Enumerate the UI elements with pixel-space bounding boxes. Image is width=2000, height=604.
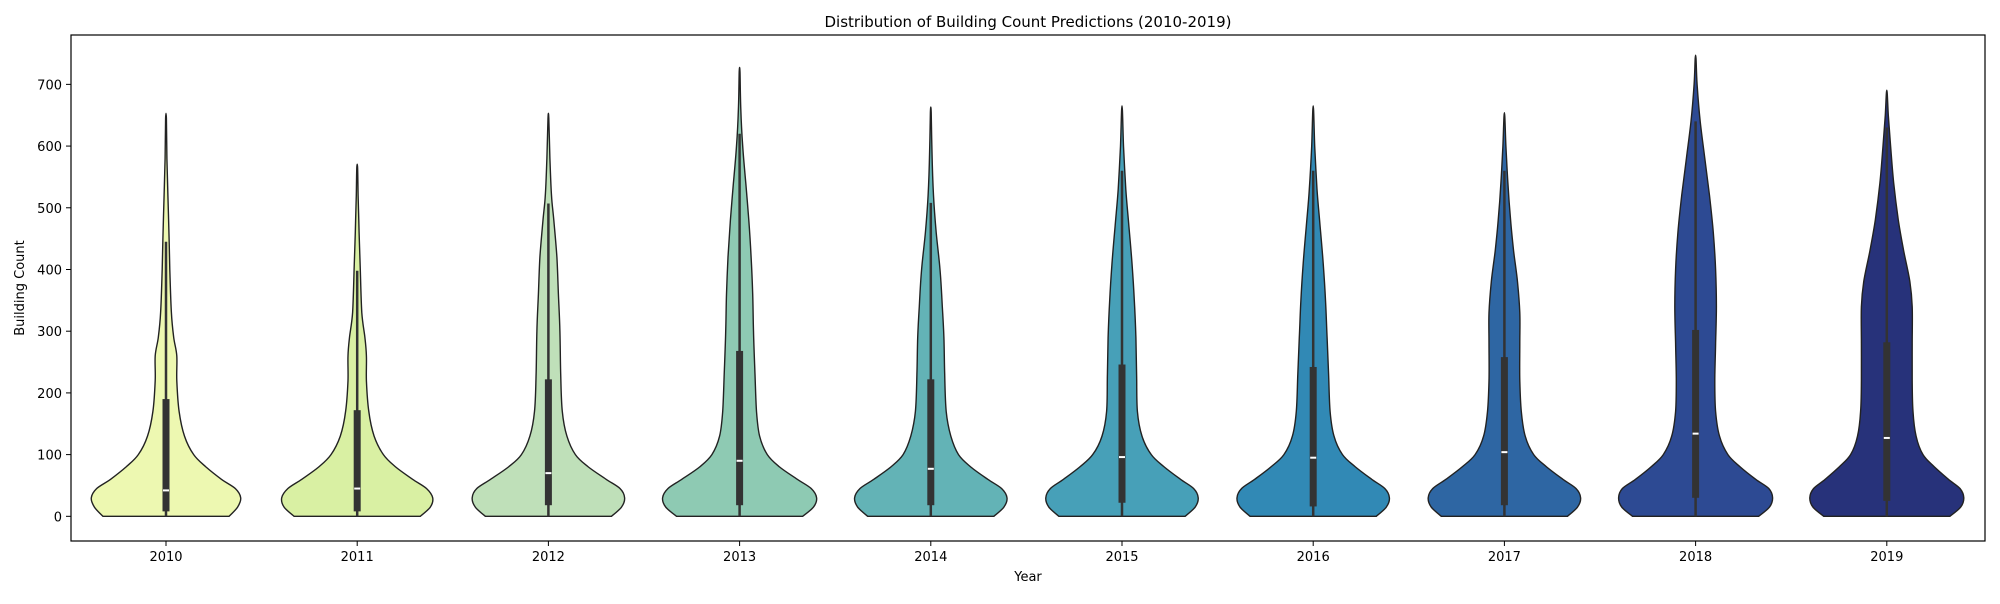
violin-iqr-box: [1692, 329, 1700, 498]
x-axis-label: Year: [1013, 570, 1042, 585]
x-tick-label: 2015: [1105, 550, 1138, 565]
x-tick-label: 2014: [914, 550, 947, 565]
chart-title: Distribution of Building Count Predictio…: [825, 13, 1232, 31]
violin-iqr-box: [353, 410, 361, 512]
violin-iqr-box: [1883, 342, 1891, 501]
violin-iqr-box: [1500, 357, 1508, 506]
violin-2019: [1809, 89, 1965, 517]
axis-layer: 0 100 200 300 400 500 600 700 2010 2011 2012 2013 20…: [37, 78, 1903, 565]
violin-iqr-box: [1309, 366, 1317, 507]
y-axis-label: Building Count: [13, 240, 28, 335]
y-tick-label: 500: [37, 202, 62, 217]
violins-layer: [90, 54, 1965, 517]
violin-2010: [90, 112, 242, 517]
violin-2016: [1236, 105, 1391, 517]
violin-iqr-box: [1118, 364, 1126, 503]
x-tick-label: 2013: [723, 550, 756, 565]
y-tick-label: 300: [37, 325, 62, 340]
x-tick-label: 2018: [1679, 550, 1712, 565]
violin-2014: [853, 106, 1008, 517]
violin-2017: [1427, 112, 1582, 517]
y-tick-label: 400: [37, 263, 62, 278]
y-tick-label: 100: [37, 449, 62, 464]
violin-2012: [471, 112, 626, 517]
violin-2011: [280, 163, 434, 517]
y-tick-label: 700: [37, 78, 62, 93]
y-tick-label: 0: [54, 510, 62, 525]
violin-iqr-box: [162, 399, 170, 512]
violin-iqr-box: [927, 379, 935, 506]
x-tick-label: 2016: [1297, 550, 1330, 565]
x-tick-label: 2010: [149, 550, 182, 565]
x-tick-label: 2017: [1488, 550, 1521, 565]
violin-2015: [1045, 105, 1199, 517]
violin-2013: [661, 66, 818, 517]
violin-iqr-box: [736, 350, 744, 506]
x-tick-label: 2019: [1870, 550, 1903, 565]
violin-iqr-box: [544, 379, 552, 506]
y-tick-label: 200: [37, 387, 62, 402]
plot-frame: [70, 34, 1986, 542]
violin-2018: [1617, 54, 1774, 517]
x-tick-label: 2011: [341, 550, 374, 565]
x-tick-label: 2012: [532, 550, 565, 565]
y-tick-label: 600: [37, 140, 62, 155]
